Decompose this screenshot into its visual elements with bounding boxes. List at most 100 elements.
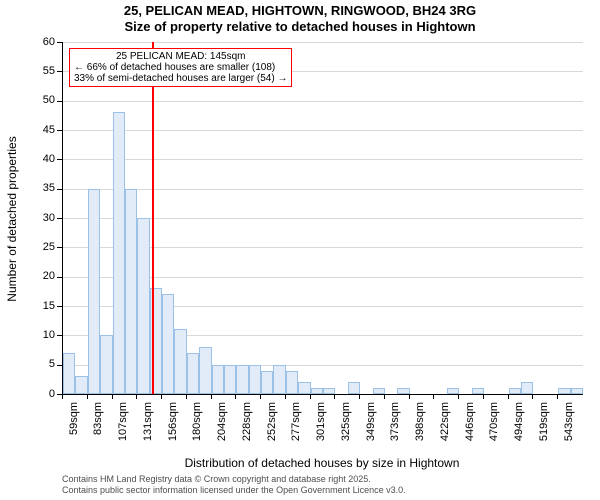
x-tick [557,394,558,399]
histogram-bar [174,329,186,394]
x-tick [409,394,410,399]
y-tick-label: 55 [29,65,55,77]
histogram-bar [212,365,224,394]
gridline [63,189,583,190]
x-tick [161,394,162,399]
x-tick-label: 543sqm [563,402,575,452]
histogram-bar [521,382,533,394]
y-tick-label: 35 [29,182,55,194]
histogram-bar [113,112,125,394]
x-tick [384,394,385,399]
x-tick-label: 301sqm [315,402,327,452]
x-tick-label: 470sqm [488,402,500,452]
histogram-bar [261,371,273,394]
y-tick [57,71,62,72]
annotation-line: 25 PELICAN MEAD: 145sqm [74,51,287,62]
histogram-bar [249,365,261,394]
y-tick-label: 50 [29,94,55,106]
histogram-bar [199,347,211,394]
annotation-line: 33% of semi-detached houses are larger (… [74,73,287,84]
x-tick-label: 156sqm [167,402,179,452]
x-tick [211,394,212,399]
y-tick [57,159,62,160]
x-tick-label: 131sqm [142,402,154,452]
x-tick-label: 349sqm [365,402,377,452]
y-tick-label: 20 [29,270,55,282]
y-axis-label: Number of detached properties [5,43,19,395]
y-tick [57,335,62,336]
annotation-line: ← 66% of detached houses are smaller (10… [74,62,287,73]
x-tick-label: 252sqm [266,402,278,452]
y-tick [57,277,62,278]
histogram-bar [187,353,199,394]
x-tick [532,394,533,399]
y-tick-label: 25 [29,241,55,253]
histogram-bar [125,189,137,394]
y-tick-label: 40 [29,153,55,165]
y-tick [57,130,62,131]
y-tick-label: 5 [29,358,55,370]
histogram-bar [88,189,100,394]
x-tick [186,394,187,399]
histogram-bar [75,376,87,394]
chart-container: 25, PELICAN MEAD, HIGHTOWN, RINGWOOD, BH… [0,0,600,500]
histogram-bar [100,335,112,394]
chart-title-line1: 25, PELICAN MEAD, HIGHTOWN, RINGWOOD, BH… [0,3,600,18]
reference-line [152,42,154,394]
x-tick [508,394,509,399]
x-tick-label: 277sqm [290,402,302,452]
y-tick-label: 0 [29,388,55,400]
gridline [63,101,583,102]
x-tick [359,394,360,399]
histogram-bar [224,365,236,394]
annotation-box: 25 PELICAN MEAD: 145sqm← 66% of detached… [69,48,292,87]
x-tick [334,394,335,399]
y-tick-label: 60 [29,36,55,48]
histogram-bar [571,388,583,394]
y-tick [57,306,62,307]
gridline [63,159,583,160]
x-tick-label: 204sqm [216,402,228,452]
gridline [63,130,583,131]
x-tick-label: 59sqm [68,402,80,452]
y-tick-label: 10 [29,329,55,341]
histogram-bar [162,294,174,394]
y-tick [57,365,62,366]
y-tick [57,42,62,43]
histogram-bar [63,353,75,394]
x-tick-label: 180sqm [191,402,203,452]
histogram-bar [558,388,570,394]
histogram-bar [311,388,323,394]
histogram-bar [236,365,248,394]
x-tick-label: 494sqm [513,402,525,452]
x-tick [310,394,311,399]
x-tick-label: 519sqm [538,402,550,452]
y-tick [57,247,62,248]
x-tick-label: 107sqm [117,402,129,452]
y-tick [57,101,62,102]
x-tick [285,394,286,399]
x-tick-label: 325sqm [340,402,352,452]
y-tick-label: 45 [29,124,55,136]
x-tick [87,394,88,399]
x-tick [136,394,137,399]
x-tick [433,394,434,399]
x-tick [458,394,459,399]
gridline [63,42,583,43]
x-tick-label: 398sqm [414,402,426,452]
x-tick [62,394,63,399]
footer-attribution-2: Contains public sector information licen… [62,485,406,495]
x-axis-label: Distribution of detached houses by size … [62,456,582,470]
plot-area: 25 PELICAN MEAD: 145sqm← 66% of detached… [62,42,583,395]
x-tick-label: 373sqm [389,402,401,452]
footer-attribution-1: Contains HM Land Registry data © Crown c… [62,474,371,484]
x-tick-label: 83sqm [92,402,104,452]
chart-title-line2: Size of property relative to detached ho… [0,19,600,34]
y-tick [57,218,62,219]
x-tick [260,394,261,399]
x-tick [112,394,113,399]
histogram-bar [286,371,298,394]
x-tick-label: 228sqm [241,402,253,452]
x-tick-label: 446sqm [464,402,476,452]
histogram-bar [348,382,360,394]
